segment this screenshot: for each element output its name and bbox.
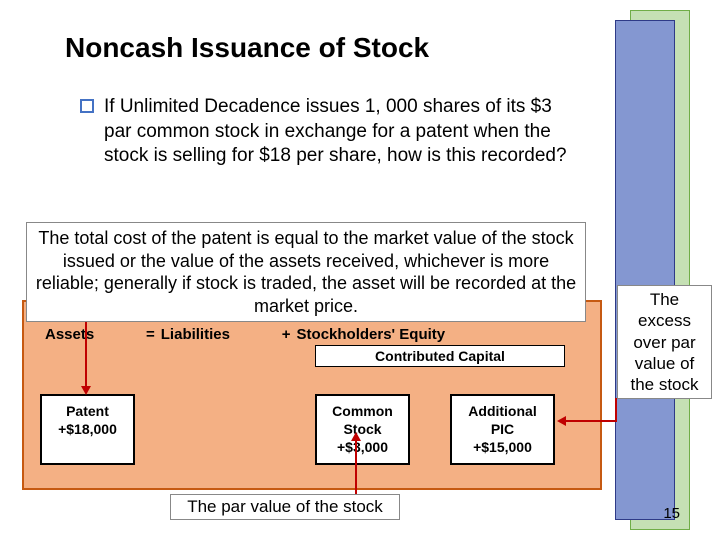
arrow-to-patent: [85, 318, 87, 388]
excess-callout: The excess over par value of the stock: [617, 285, 712, 399]
page-number: 15: [663, 505, 680, 522]
eq-equals: =: [146, 326, 155, 343]
common-stock-box: Common Stock +$3,000: [315, 394, 410, 465]
contributed-capital-label: Contributed Capital: [315, 345, 565, 367]
additional-pic-box: Additional PIC +$15,000: [450, 394, 555, 465]
slide-content: Noncash Issuance of Stock If Unlimited D…: [0, 0, 720, 540]
bullet-item: If Unlimited Decadence issues 1, 000 sha…: [80, 95, 580, 169]
par-value-callout: The par value of the stock: [170, 494, 400, 520]
equation-row: Assets = Liabilities + Stockholders' Equ…: [45, 326, 585, 343]
arrow-par-to-stock: [355, 440, 357, 495]
accounting-equation: Assets = Liabilities + Stockholders' Equ…: [45, 326, 585, 367]
arrow-excess-vert: [615, 398, 617, 422]
bullet-box-icon: [80, 99, 94, 113]
eq-stockholders-equity-label: Stockholders' Equity: [297, 326, 446, 343]
eq-plus: +: [282, 326, 291, 343]
additional-pic-value: +$15,000: [473, 439, 532, 455]
slide-title: Noncash Issuance of Stock: [65, 32, 429, 64]
explanation-callout: The total cost of the patent is equal to…: [26, 222, 586, 322]
eq-assets-label: Assets: [45, 326, 140, 343]
patent-box: Patent +$18,000: [40, 394, 135, 465]
eq-liabilities-label: Liabilities: [161, 326, 276, 343]
arrow-excess-to-pic: [565, 420, 615, 422]
patent-label: Patent: [66, 403, 109, 419]
additional-pic-label: Additional PIC: [468, 403, 536, 437]
value-boxes-row: Patent +$18,000 Common Stock +$3,000 Add…: [40, 394, 555, 465]
common-stock-value: +$3,000: [337, 439, 388, 455]
bullet-text: If Unlimited Decadence issues 1, 000 sha…: [104, 95, 580, 169]
common-stock-label: Common Stock: [332, 403, 393, 437]
patent-value: +$18,000: [58, 421, 117, 437]
